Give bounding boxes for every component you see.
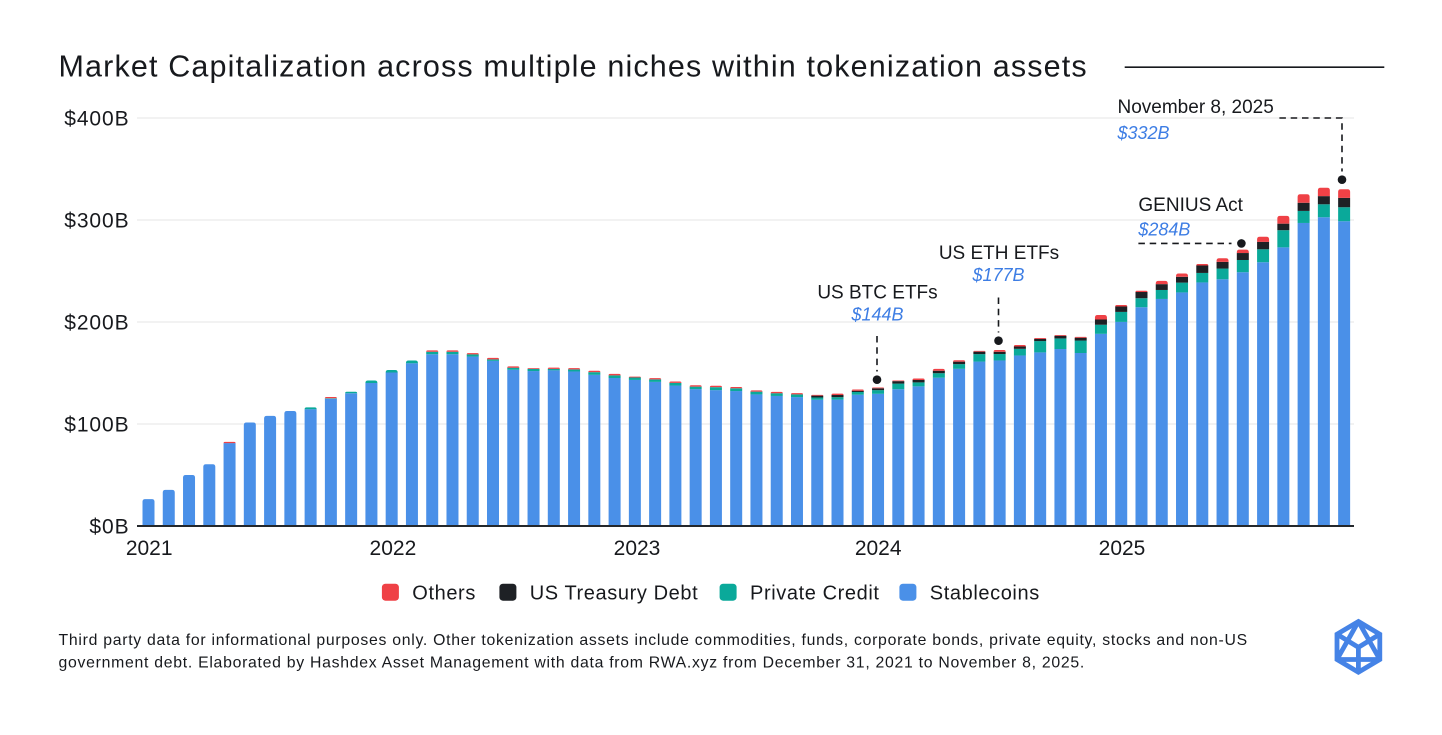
svg-text:Private Credit: Private Credit <box>750 583 880 605</box>
svg-text:2023: 2023 <box>614 537 661 560</box>
svg-text:$0B: $0B <box>89 516 129 539</box>
svg-text:$284B: $284B <box>1137 220 1190 240</box>
svg-text:Others: Others <box>412 583 476 605</box>
svg-text:2021: 2021 <box>126 537 173 560</box>
svg-text:$400B: $400B <box>64 108 129 131</box>
svg-text:2022: 2022 <box>370 537 417 560</box>
svg-text:$100B: $100B <box>64 414 129 437</box>
svg-text:US Treasury Debt: US Treasury Debt <box>530 583 699 605</box>
svg-text:$144B: $144B <box>850 305 903 325</box>
svg-text:$177B: $177B <box>971 265 1024 285</box>
svg-text:Market Capitalization across m: Market Capitalization across multiple ni… <box>59 50 1088 84</box>
svg-text:$200B: $200B <box>64 312 129 335</box>
svg-text:US ETH ETFs: US ETH ETFs <box>939 243 1059 264</box>
svg-text:2024: 2024 <box>855 537 902 560</box>
svg-text:Third party data for informati: Third party data for informational purpo… <box>59 632 1248 649</box>
svg-text:$300B: $300B <box>64 210 129 233</box>
svg-text:GENIUS Act: GENIUS Act <box>1138 195 1243 216</box>
svg-text:Stablecoins: Stablecoins <box>930 583 1040 605</box>
svg-text:government debt. Elaborated by: government debt. Elaborated by Hashdex A… <box>59 655 1085 672</box>
svg-text:US BTC ETFs: US BTC ETFs <box>817 283 937 304</box>
svg-text:$332B: $332B <box>1117 123 1170 143</box>
svg-text:2025: 2025 <box>1099 537 1146 560</box>
svg-text:November 8, 2025: November 8, 2025 <box>1118 97 1274 118</box>
